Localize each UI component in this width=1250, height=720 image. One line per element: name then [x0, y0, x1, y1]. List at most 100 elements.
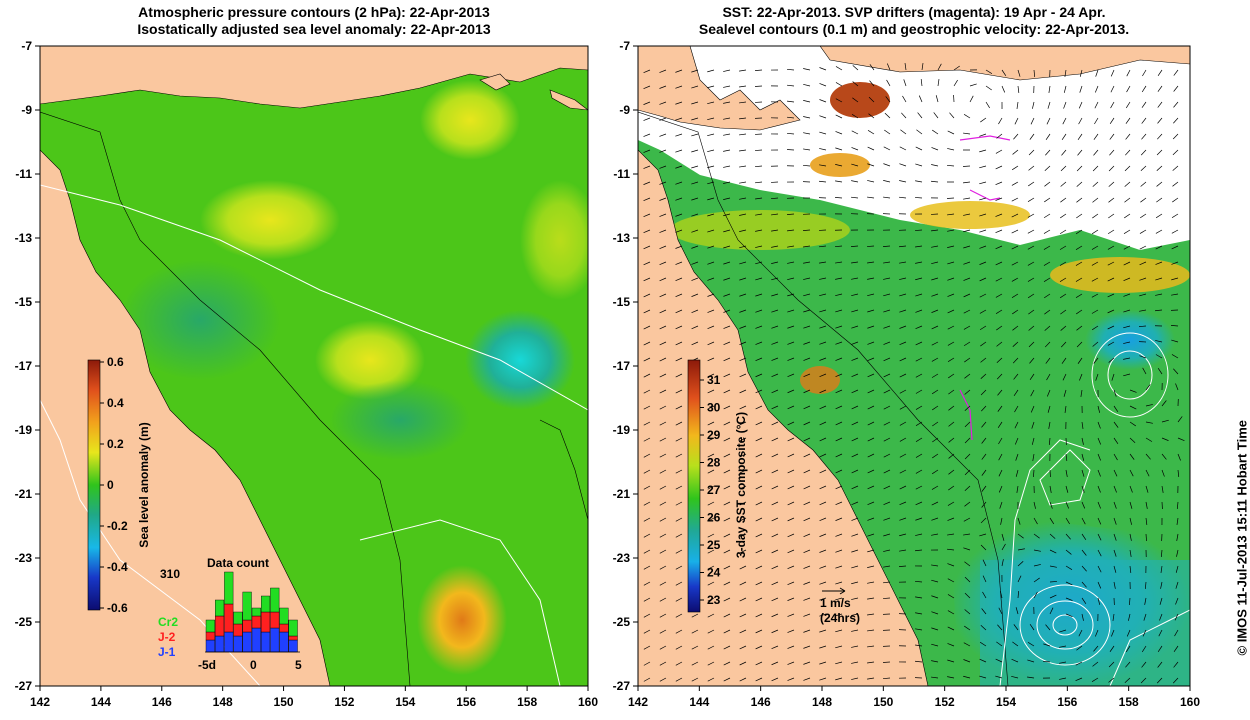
velocity-vector — [803, 581, 811, 585]
velocity-vector — [998, 453, 1003, 461]
velocity-vector — [883, 453, 891, 458]
velocity-vector — [1065, 565, 1073, 570]
velocity-vector — [851, 565, 859, 569]
velocity-vector — [1161, 485, 1164, 493]
velocity-vector — [1160, 581, 1163, 589]
velocity-vector — [867, 325, 875, 329]
velocity-vector — [899, 533, 907, 537]
velocity-vector — [643, 197, 651, 201]
velocity-vector — [707, 85, 715, 89]
velocity-vector — [1075, 293, 1083, 298]
velocity-vector — [643, 357, 651, 362]
sst-colorbar: 31 30 29 28 27 26 25 24 23 3-day SST composite (… — [687, 359, 748, 613]
velocity-vector — [995, 261, 1003, 266]
velocity-vector — [867, 485, 875, 490]
velocity-vector — [851, 645, 859, 648]
velocity-vector — [707, 149, 715, 153]
velocity-vector — [819, 325, 827, 329]
velocity-vector — [996, 325, 1003, 331]
velocity-vector — [1126, 629, 1131, 637]
velocity-vector — [932, 453, 939, 459]
velocity-vector — [1045, 133, 1051, 140]
velocity-vector — [969, 95, 974, 103]
velocity-vector — [1175, 597, 1179, 605]
velocity-vector — [1029, 133, 1035, 140]
velocity-vector — [835, 405, 843, 410]
velocity-vector — [803, 68, 811, 71]
velocity-vector — [771, 485, 779, 490]
isobath-contour — [40, 111, 411, 686]
velocity-vector — [963, 277, 971, 281]
velocity-vector — [1013, 389, 1019, 396]
velocity-vector — [643, 453, 651, 458]
velocity-vector — [899, 180, 907, 183]
velocity-vector — [755, 309, 763, 313]
velocity-vector — [963, 132, 971, 135]
velocity-vector — [723, 133, 731, 136]
velocity-vector — [643, 629, 651, 634]
velocity-vector — [1173, 101, 1179, 108]
velocity-vector — [787, 597, 795, 601]
velocity-vector — [915, 309, 923, 313]
velocity-vector — [739, 149, 747, 152]
velocity-vector — [883, 405, 891, 410]
velocity-vector — [819, 99, 827, 103]
velocity-vector — [931, 564, 939, 567]
velocity-vector — [964, 561, 971, 567]
velocity-vector — [982, 575, 987, 583]
data-count-bar-red — [233, 623, 243, 637]
velocity-vector — [899, 517, 907, 521]
velocity-vector — [659, 245, 667, 249]
velocity-vector — [885, 96, 891, 103]
velocity-vector — [899, 437, 907, 442]
velocity-vector — [867, 565, 875, 568]
velocity-vector — [643, 373, 651, 378]
velocity-vector — [979, 213, 987, 217]
velocity-vector — [883, 341, 891, 345]
velocity-vector — [675, 245, 683, 249]
velocity-vector — [979, 533, 987, 537]
sst-colorbar-ticks: 31 30 29 28 27 26 25 24 23 — [700, 373, 721, 607]
velocity-vector — [723, 469, 731, 474]
velocity-vector — [755, 213, 763, 216]
velocity-vector — [739, 261, 747, 265]
velocity-vector — [691, 85, 699, 89]
velocity-vector — [915, 517, 923, 521]
velocity-vector — [883, 373, 891, 378]
velocity-vector — [1141, 101, 1147, 108]
velocity-vector — [675, 645, 683, 650]
velocity-vector — [1032, 453, 1035, 461]
velocity-vector — [1145, 421, 1153, 424]
velocity-vector — [1017, 575, 1022, 583]
velocity-vector — [1062, 373, 1067, 381]
velocity-vector — [980, 341, 987, 347]
velocity-vector — [675, 629, 683, 634]
velocity-vector — [947, 325, 955, 330]
velocity-vector — [915, 277, 923, 281]
data-count-bar-green — [288, 619, 298, 637]
velocity-vector — [979, 325, 987, 331]
velocity-vector — [723, 549, 731, 554]
velocity-vector — [803, 132, 811, 135]
velocity-vector — [883, 517, 891, 521]
velocity-vector — [1033, 501, 1036, 509]
velocity-vector — [691, 229, 699, 233]
velocity-vector — [1176, 549, 1179, 557]
data-count-bar-red — [288, 635, 298, 641]
velocity-vector — [755, 229, 763, 232]
velocity-vector — [739, 485, 747, 490]
velocity-vector — [1045, 357, 1051, 364]
velocity-vector — [947, 659, 955, 663]
velocity-vector — [675, 453, 683, 458]
velocity-vector — [1081, 517, 1086, 525]
velocity-vector — [1031, 437, 1035, 445]
velocity-vector — [675, 389, 683, 394]
velocity-vector — [1092, 661, 1099, 667]
velocity-vector — [1064, 69, 1067, 77]
velocity-vector — [1076, 309, 1083, 315]
velocity-vector — [787, 261, 795, 264]
velocity-vector — [755, 629, 763, 634]
velocity-vector — [771, 373, 779, 378]
velocity-vector — [771, 501, 779, 506]
velocity-vector — [1059, 277, 1067, 282]
